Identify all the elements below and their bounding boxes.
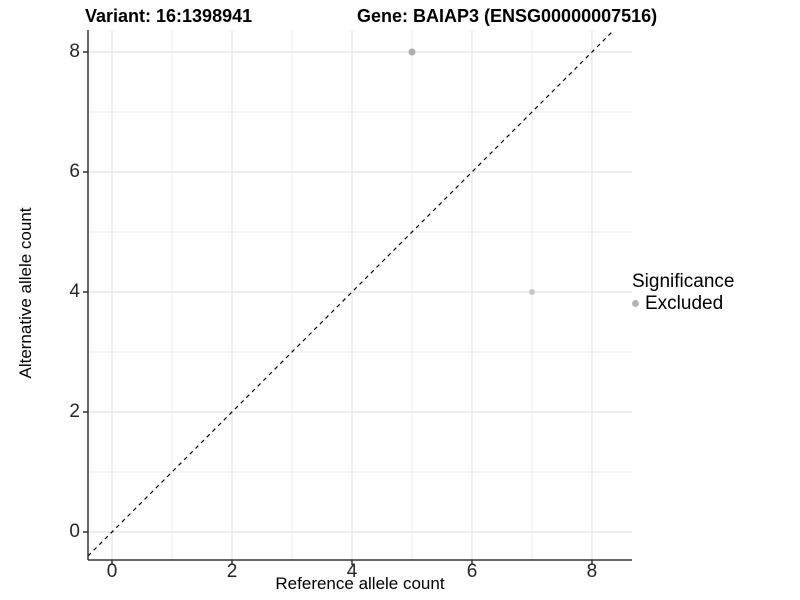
legend-item-excluded: Excluded (632, 293, 734, 314)
identity-line (87, 29, 615, 557)
legend-title: Significance (632, 271, 735, 292)
data-point (528, 289, 535, 296)
excluded-point-icon (632, 300, 639, 307)
plot-title-variant: Variant: 16:1398941 (85, 6, 253, 26)
legend: Significance Excluded (632, 271, 734, 314)
y-tick-label: 4 (69, 281, 80, 302)
x-tick-label: 4 (346, 561, 358, 582)
y-axis-title: Alternative allele count (16, 207, 35, 379)
y-tick-label: 0 (69, 520, 80, 542)
y-tick-label: 8 (69, 41, 80, 63)
x-axis-title: Reference allele count (275, 574, 445, 593)
x-tick-label: 6 (466, 561, 478, 582)
plot-title-gene: Gene: BAIAP3 (ENSG00000007516) (357, 6, 658, 26)
y-tick-label: 2 (69, 400, 80, 422)
data-point (408, 48, 416, 56)
legend-item-label: Excluded (645, 293, 724, 314)
x-tick-label: 8 (586, 561, 598, 582)
x-tick-label: 2 (226, 561, 238, 582)
y-tick-label: 6 (69, 161, 80, 182)
x-tick-label: 0 (106, 561, 118, 582)
